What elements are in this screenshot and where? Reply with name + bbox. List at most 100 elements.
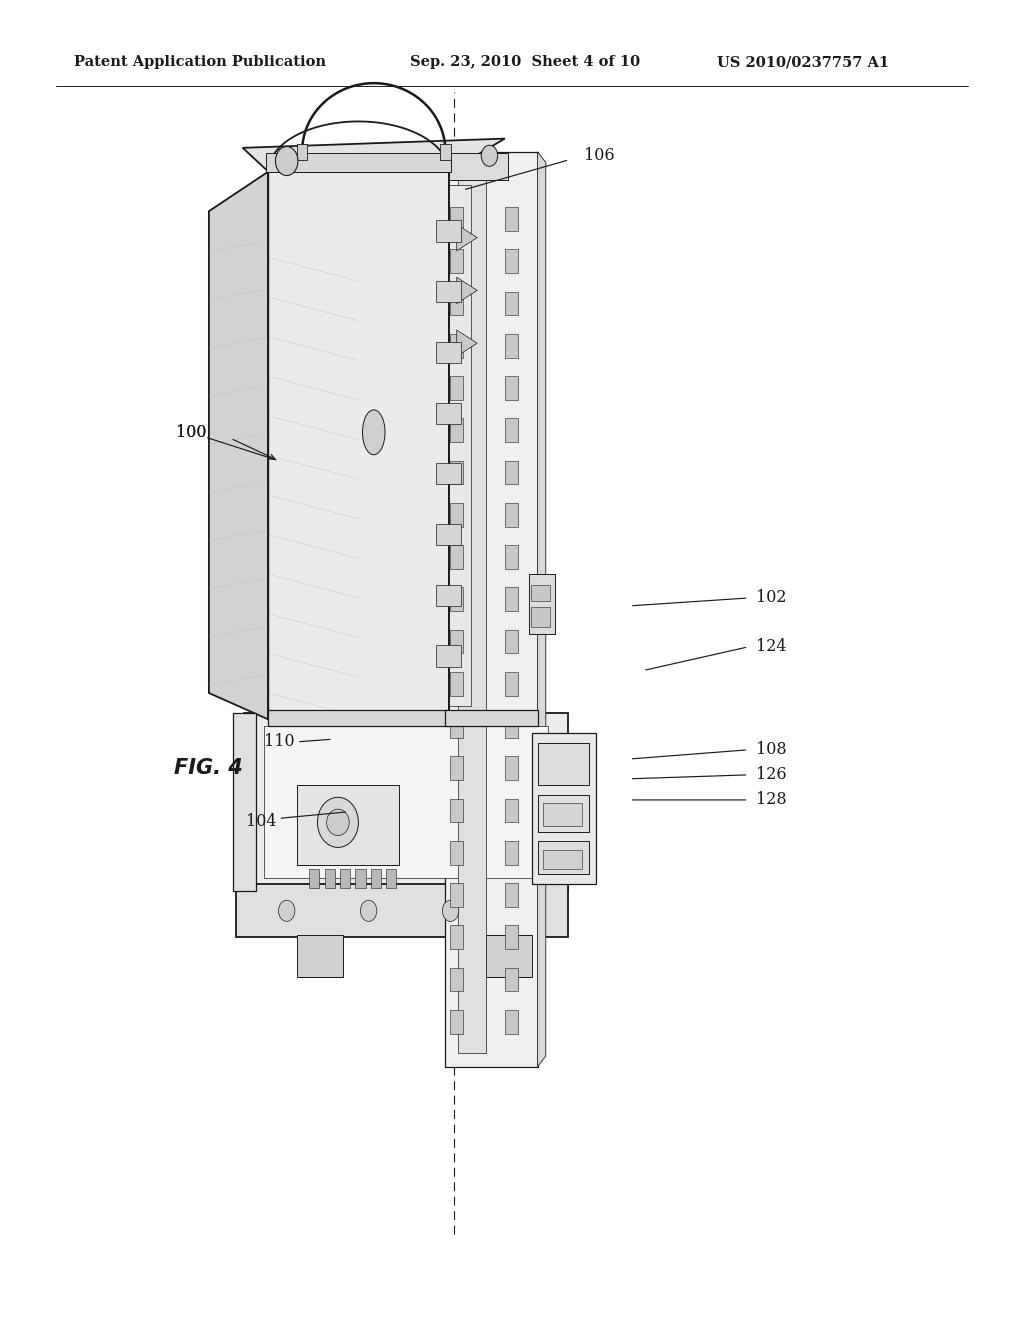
Bar [450,503,463,527]
Polygon shape [538,152,546,1067]
Polygon shape [244,713,568,891]
Bar [233,713,256,891]
Bar [440,144,451,160]
Text: 100: 100 [176,425,207,441]
Bar [450,418,463,442]
Bar [436,463,461,484]
Text: 100: 100 [176,425,207,441]
Text: 110: 110 [264,734,295,750]
Bar [297,935,343,977]
Text: 102: 102 [756,590,786,606]
Bar [450,883,463,907]
Bar [505,545,518,569]
Bar [450,545,463,569]
Bar [505,292,518,315]
Polygon shape [457,224,477,251]
Bar [543,850,582,869]
Bar [505,334,518,358]
Bar [266,153,451,172]
Bar [309,869,319,888]
Polygon shape [457,277,477,304]
Bar [531,607,550,627]
Bar [505,714,518,738]
Bar [450,799,463,822]
Bar [450,292,463,315]
Text: 104: 104 [246,813,276,829]
Bar [340,869,350,888]
Bar [297,144,307,160]
Polygon shape [243,139,505,172]
Bar [355,869,366,888]
Bar [450,376,463,400]
Bar [450,672,463,696]
Bar [538,743,589,785]
Bar [450,968,463,991]
Bar [505,249,518,273]
Bar [538,841,589,874]
Bar [445,710,538,726]
Bar [505,756,518,780]
Bar [268,710,449,726]
Bar [450,207,463,231]
Bar [450,587,463,611]
Bar [297,785,399,865]
Text: FIG. 4: FIG. 4 [174,758,243,779]
Text: 124: 124 [756,639,786,655]
Bar [450,714,463,738]
Polygon shape [209,172,268,719]
Bar [505,799,518,822]
Bar [505,672,518,696]
Bar [505,587,518,611]
Bar [505,883,518,907]
Bar [436,342,461,363]
Circle shape [279,900,295,921]
Bar [505,841,518,865]
Text: 126: 126 [756,767,786,783]
Bar [529,574,555,634]
Ellipse shape [317,797,358,847]
Bar [505,968,518,991]
Circle shape [275,147,298,176]
Circle shape [442,900,459,921]
Bar [436,524,461,545]
Polygon shape [236,884,568,937]
Bar [450,1010,463,1034]
Polygon shape [445,152,538,1067]
Bar [505,207,518,231]
Bar [505,630,518,653]
Ellipse shape [362,409,385,455]
Bar [450,925,463,949]
Text: Sep. 23, 2010  Sheet 4 of 10: Sep. 23, 2010 Sheet 4 of 10 [410,55,640,70]
Text: Patent Application Publication: Patent Application Publication [74,55,326,70]
Bar [371,869,381,888]
Bar [449,185,471,706]
Bar [505,376,518,400]
Bar [532,733,596,884]
Ellipse shape [327,809,349,836]
Bar [450,334,463,358]
Bar [450,249,463,273]
Bar [450,461,463,484]
Bar [505,1010,518,1034]
Bar [505,925,518,949]
Bar [450,841,463,865]
Bar [486,935,532,977]
Bar [450,630,463,653]
Text: 128: 128 [756,792,786,808]
Bar [505,418,518,442]
Bar [436,220,461,242]
Text: US 2010/0237757 A1: US 2010/0237757 A1 [717,55,889,70]
Bar [436,403,461,424]
Circle shape [481,145,498,166]
Bar [450,756,463,780]
Bar [436,281,461,302]
Polygon shape [457,330,477,356]
Bar [505,461,518,484]
Polygon shape [458,165,486,1053]
Bar [325,869,335,888]
Bar [436,585,461,606]
Polygon shape [268,172,449,719]
Bar [264,726,548,878]
Bar [505,503,518,527]
Bar [436,645,461,667]
